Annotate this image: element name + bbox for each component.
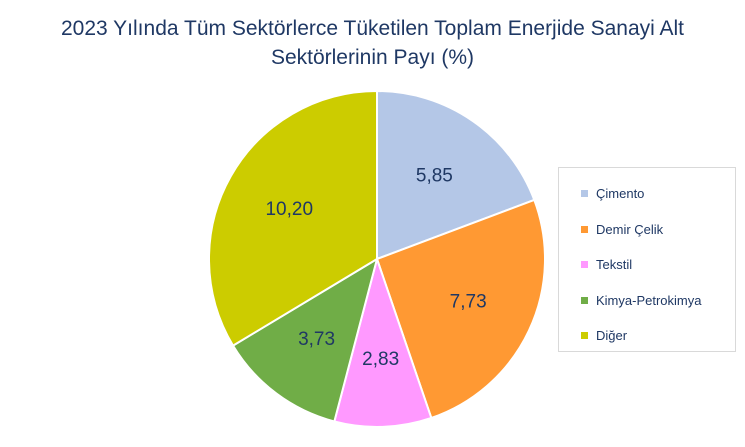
legend-item-demir-celik: Demir Çelik xyxy=(581,212,735,248)
chart-title: 2023 Yılında Tüm Sektörlerce Tüketilen T… xyxy=(0,14,745,72)
legend-label: Kimya-Petrokimya xyxy=(596,292,702,308)
legend-label: Çimento xyxy=(596,186,645,202)
legend-item-cimento: Çimento xyxy=(581,176,735,212)
pie-slice-demir-celik xyxy=(375,198,546,420)
data-label-diger: 10,20 xyxy=(265,199,313,220)
data-label-demir-celik: 7,73 xyxy=(450,292,487,313)
legend-swatch xyxy=(581,261,588,269)
pie-data-labels: 5,85 7,73 2,83 3,73 10,20 xyxy=(265,166,486,371)
pie-slice-tekstil xyxy=(333,255,433,428)
legend-item-tekstil: Tekstil xyxy=(581,247,735,283)
pie-slice-kimya-petrokimya xyxy=(231,256,379,423)
data-label-kimya-petrokimya: 3,73 xyxy=(298,329,335,350)
legend-label: Diğer xyxy=(596,328,628,344)
legend-swatch xyxy=(581,332,588,340)
legend-swatch xyxy=(581,296,588,304)
chart-title-line-1: 2023 Yılında Tüm Sektörlerce Tüketilen T… xyxy=(61,17,684,40)
pie-slice-cimento xyxy=(376,89,536,261)
pie-slice-diger xyxy=(208,89,378,347)
legend: Çimento Demir Çelik Tekstil Kimya-Petrokimy… xyxy=(558,167,736,352)
legend-item-diger: Diğer xyxy=(581,318,735,354)
legend-swatch xyxy=(581,190,588,198)
data-label-tekstil: 2,83 xyxy=(362,349,399,370)
pie-slices xyxy=(208,89,546,428)
data-label-cimento: 5,85 xyxy=(416,166,453,187)
chart-title-line-2: Sektörlerinin Payı (%) xyxy=(270,46,475,69)
legend-label: Tekstil xyxy=(596,257,633,273)
legend-label: Demir Çelik xyxy=(596,221,664,237)
legend-swatch xyxy=(581,225,588,233)
legend-item-kimya-petrokimya: Kimya-Petrokimya xyxy=(581,283,735,319)
